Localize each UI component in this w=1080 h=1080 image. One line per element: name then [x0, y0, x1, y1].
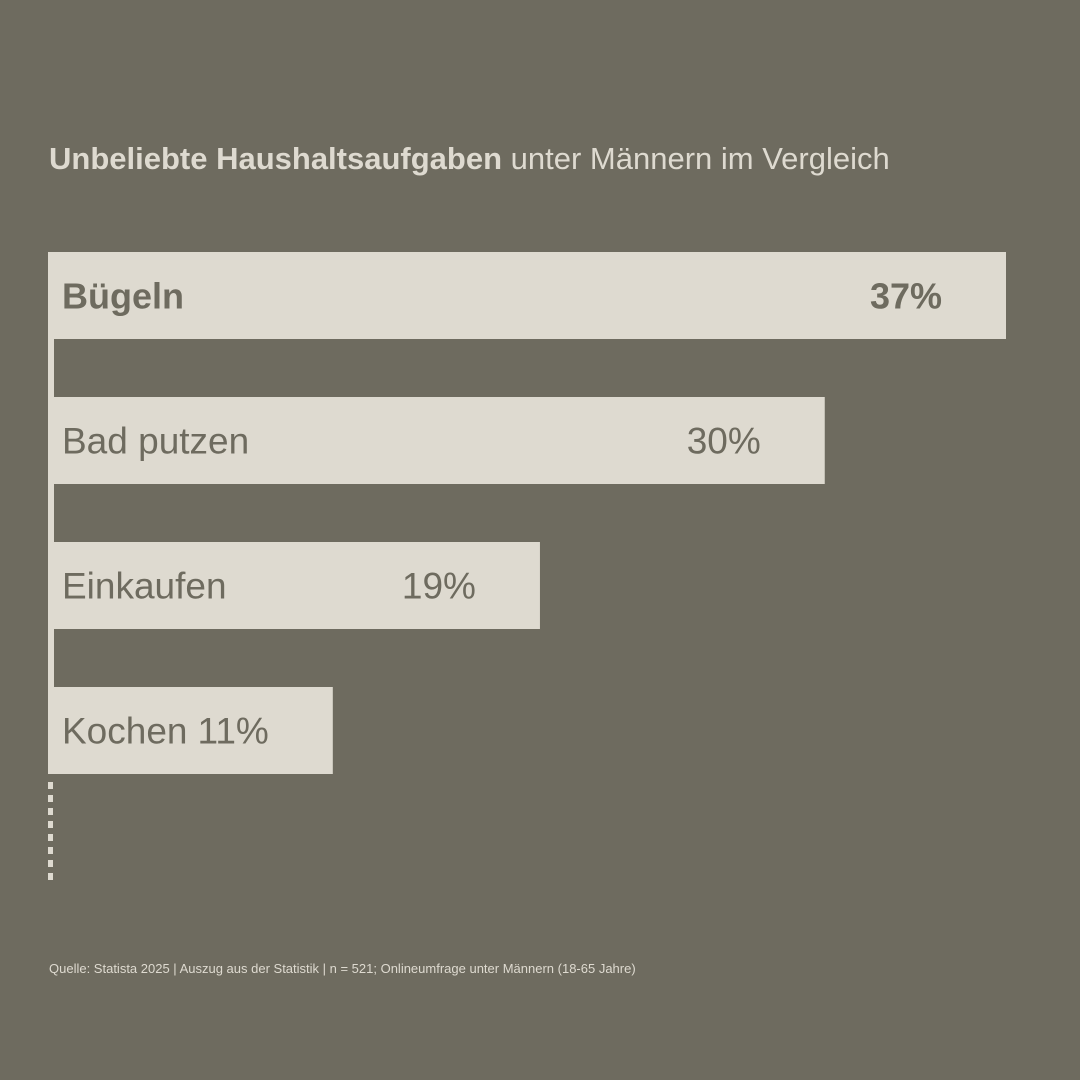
bar [48, 542, 540, 629]
axis-dot [48, 873, 53, 880]
axis-dot [48, 847, 53, 854]
value-label: 30% [687, 421, 761, 462]
bar [48, 252, 1006, 339]
bar [48, 687, 333, 774]
axis-dot [48, 795, 53, 802]
chart-title: Unbeliebte Haushaltsaufgaben unter Männe… [49, 140, 890, 178]
axis-dot [48, 782, 53, 789]
axis-dot [48, 808, 53, 815]
value-label: 37% [870, 276, 942, 317]
category-label: Kochen [62, 711, 188, 752]
value-label: 11% [197, 711, 268, 752]
axis-layer [48, 252, 54, 880]
axis-baseline [48, 252, 54, 774]
value-label: 19% [402, 566, 476, 607]
chart-title-regular: unter Männern im Vergleich [510, 141, 890, 176]
bar [48, 397, 825, 484]
axis-dot [48, 860, 53, 867]
chart-title-bold: Unbeliebte Haushaltsaufgaben [49, 141, 503, 176]
axis-dot [48, 834, 53, 841]
source-note: Quelle: Statista 2025 | Auszug aus der S… [49, 961, 636, 976]
axis-dot [48, 821, 53, 828]
category-label: Einkaufen [62, 566, 227, 607]
bars-layer: Bügeln 37% Bad putzen 30% Einkaufen 19% Kochen… [48, 252, 1006, 774]
category-label: Bügeln [62, 276, 184, 317]
category-label: Bad putzen [62, 421, 249, 462]
